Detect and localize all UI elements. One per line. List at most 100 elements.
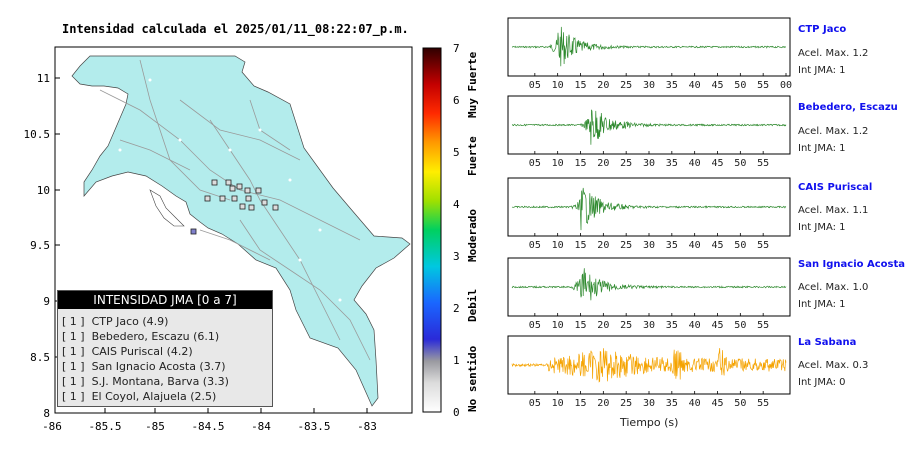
waveform-panels: 05 10 15 20 25 30 35 40 45 50 55 00 05 10 15 20 25 30 35 40…: [507, 17, 792, 409]
time-tick-label: 35: [666, 240, 678, 251]
time-tick-label: 55: [757, 398, 769, 409]
time-tick-label: 50: [734, 158, 746, 169]
waveform-trace: [511, 109, 787, 145]
time-tick-label: 50: [734, 240, 746, 251]
y-tick-label: 9.5: [30, 239, 50, 252]
station-int: Int JMA: 1: [798, 143, 846, 154]
time-tick-label: 40: [689, 240, 701, 251]
time-tick-label: 20: [597, 320, 609, 331]
time-tick-label: 55: [757, 158, 769, 169]
time-tick-label: 40: [689, 80, 701, 91]
time-tick-label: 25: [620, 80, 632, 91]
colorbar-label-moderado: Moderado: [466, 209, 479, 262]
time-tick-label: 55: [757, 320, 769, 331]
time-tick-label: 00: [780, 80, 792, 91]
time-tick-label: 45: [711, 320, 723, 331]
time-tick-label: 40: [689, 398, 701, 409]
legend-item: [ 1 ] CTP Jaco (4.9): [62, 315, 169, 328]
map-y-tick-labels: 11 10.5 10 9.5 9 8.5 8: [24, 72, 51, 420]
time-tick-label: 35: [666, 80, 678, 91]
legend-item: [ 1 ] El Coyol, Alajuela (2.5): [62, 390, 217, 403]
time-tick-label: 40: [689, 158, 701, 169]
time-tick-label: 55: [757, 240, 769, 251]
legend-item: [ 1 ] Bebedero, Escazu (6.1): [62, 330, 220, 343]
y-tick-label: 9: [43, 295, 50, 308]
time-tick-label: 30: [643, 158, 655, 169]
station-name: San Ignacio Acosta: [798, 259, 906, 270]
waveform-trace: [511, 26, 786, 67]
station-acel: Acel. Max. 1.2: [798, 48, 869, 59]
time-tick-label: 30: [643, 320, 655, 331]
legend-item: [ 1 ] S.J. Montana, Barva (3.3): [62, 375, 229, 388]
time-tick-label: 05: [529, 158, 541, 169]
colorbar-tick: 3: [453, 250, 460, 263]
legend-item: [ 1 ] CAIS Puriscal (4.2): [62, 345, 193, 358]
y-tick-label: 11: [37, 72, 50, 85]
map-roads: [99, 59, 371, 361]
station-name: La Sabana: [798, 337, 857, 348]
time-tick-label: 10: [552, 240, 564, 251]
time-tick-label: 35: [666, 320, 678, 331]
legend-item: [ 1 ] San Ignacio Acosta (3.7): [62, 360, 226, 373]
waveform-panel: 05 10 15 20 25 30 35 40 45 50 55: [507, 177, 791, 251]
waveform-trace: [511, 348, 787, 383]
time-tick-label: 30: [643, 240, 655, 251]
x-tick-label: -83.5: [297, 420, 330, 433]
time-tick-label: 55: [757, 80, 769, 91]
station-int: Int JMA: 1: [798, 222, 846, 233]
time-tick-label: 10: [552, 398, 564, 409]
x-tick-label: -85: [145, 420, 165, 433]
time-tick-label: 25: [620, 240, 632, 251]
x-tick-label: -84.5: [191, 420, 224, 433]
x-tick-label: -85.5: [88, 420, 121, 433]
waveform-x-label: Tiempo (s): [620, 416, 679, 429]
time-tick-label: 30: [643, 398, 655, 409]
intensity-legend: INTENSIDAD JMA [0 a 7] [ 1 ] CTP Jaco (4…: [57, 290, 273, 407]
station-name: CTP Jaco: [798, 24, 847, 35]
station-acel: Acel. Max. 1.1: [798, 205, 869, 216]
colorbar-label-fuerte: Fuerte: [466, 136, 479, 176]
time-tick-label: 25: [620, 320, 632, 331]
colorbar-tick: 5: [453, 146, 460, 159]
intensity-colorbar: 7 6 5 4 3 2 1 0: [422, 42, 460, 419]
time-tick-label: 45: [711, 158, 723, 169]
time-tick-label: 20: [597, 398, 609, 409]
time-tick-label: 25: [620, 158, 632, 169]
time-tick-label: 30: [643, 80, 655, 91]
waveform-trace: [511, 268, 787, 301]
time-tick-label: 05: [529, 320, 541, 331]
station-name: Bebedero, Escazu: [798, 102, 898, 113]
time-tick-label: 05: [529, 398, 541, 409]
time-tick-label: 45: [711, 240, 723, 251]
colorbar-tick: 1: [453, 354, 460, 367]
time-tick-label: 35: [666, 158, 678, 169]
time-tick-label: 15: [574, 80, 586, 91]
time-tick-label: 20: [597, 158, 609, 169]
time-tick-label: 15: [574, 320, 586, 331]
waveform-panel: 05 10 15 20 25 30 35 40 45 50 55: [507, 95, 791, 169]
time-tick-label: 10: [552, 320, 564, 331]
time-tick-label: 45: [711, 80, 723, 91]
colorbar-label-no-sentido: No sentido: [466, 345, 479, 412]
map-city-dots: [118, 78, 342, 302]
colorbar-tick: 2: [453, 302, 460, 315]
map-axis-ticks: [54, 77, 368, 414]
colorbar-tick: 0: [453, 406, 460, 419]
station-acel: Acel. Max. 0.3: [798, 360, 869, 371]
colorbar-tick: 6: [453, 94, 460, 107]
waveform-panel: 05 10 15 20 25 30 35 40 45 50 55: [507, 335, 791, 409]
time-tick-label: 50: [734, 320, 746, 331]
costa-rica-land: [71, 55, 411, 407]
waveform-trace: [511, 187, 787, 231]
colorbar-label-muy-fuerte: Muy Fuerte: [466, 51, 479, 118]
time-tick-label: 05: [529, 80, 541, 91]
y-tick-label: 8: [43, 407, 50, 420]
y-tick-label: 10: [37, 184, 50, 197]
station-int: Int JMA: 0: [798, 377, 846, 388]
time-tick-label: 10: [552, 158, 564, 169]
colorbar-tick: 7: [453, 42, 460, 55]
time-tick-label: 15: [574, 158, 586, 169]
colorbar-ticks: 7 6 5 4 3 2 1 0: [453, 42, 460, 419]
time-tick-label: 45: [711, 398, 723, 409]
waveform-panel: 05 10 15 20 25 30 35 40 45 50 55 00: [507, 17, 792, 91]
